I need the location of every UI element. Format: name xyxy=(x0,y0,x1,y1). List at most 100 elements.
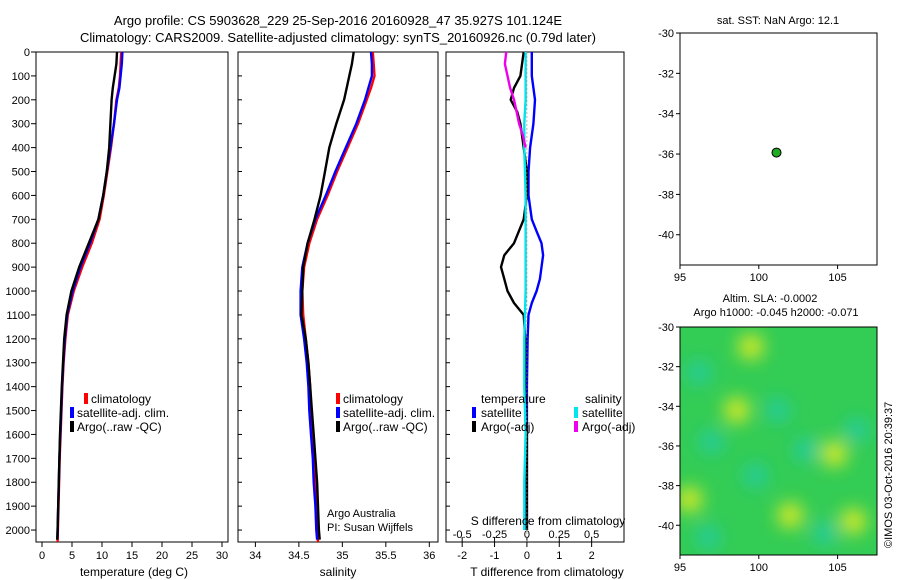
map-y-tick-label: -34 xyxy=(658,401,674,413)
map-x-tick-label: 105 xyxy=(828,272,846,284)
depth-tick-label: 700 xyxy=(12,214,30,226)
legend-label-t-argo: Argo(-adj) xyxy=(481,420,534,434)
legend-label-climatology: climatology xyxy=(91,392,151,406)
depth-tick-label: 1200 xyxy=(6,334,30,346)
depth-tick-label: 600 xyxy=(12,190,30,202)
credit-label: ©IMOS 03-Oct-2016 20:39:37 xyxy=(883,402,895,548)
x-tick-label: 15 xyxy=(126,550,138,562)
depth-tick-label: 1900 xyxy=(6,501,30,513)
sla-low-spot xyxy=(700,430,723,453)
agency-label: Argo Australia xyxy=(327,508,396,520)
depth-tick-label: 1000 xyxy=(6,286,30,298)
legend-swatch-t-argo xyxy=(472,421,476,432)
map-y-tick-label: -30 xyxy=(658,322,674,334)
depth-tick-label: 900 xyxy=(12,262,30,274)
sla-low-spot xyxy=(766,399,789,422)
x-tick-label: 2 xyxy=(589,550,595,562)
x-tick-label: 1 xyxy=(556,550,562,562)
legend-swatch-t-satellite xyxy=(472,407,476,418)
sla-high-spot xyxy=(841,509,866,534)
legend-swatch-argo xyxy=(70,421,74,432)
x-tick-label: 34.5 xyxy=(288,550,309,562)
sla-low-spot xyxy=(744,464,767,487)
x-tick-label: 0 xyxy=(524,550,530,562)
depth-tick-label: 500 xyxy=(12,167,30,179)
series-line-argo-raw-qc- xyxy=(300,52,355,540)
map-y-tick-label: -30 xyxy=(658,28,674,40)
sla-low-spot xyxy=(813,522,836,545)
depth-tick-label: 100 xyxy=(12,71,30,83)
sla-high-spot xyxy=(680,487,702,512)
legend-label-argo: Argo(..raw -QC) xyxy=(77,420,162,434)
map-y-tick-label: -36 xyxy=(658,149,674,161)
sla-map-frame xyxy=(679,326,878,556)
map-x-tick-label: 100 xyxy=(750,272,768,284)
sst-map-title: sat. SST: NaN Argo: 12.1 xyxy=(717,15,839,27)
legend-label-s-argo: Argo(-adj) xyxy=(582,420,635,434)
pi-label: PI: Susan Wijffels xyxy=(327,522,413,534)
map-y-tick-label: -32 xyxy=(658,68,674,80)
map-x-tick-label: 95 xyxy=(674,562,686,574)
temperature-legend: climatology satellite-adj. clim. Argo(..… xyxy=(70,392,169,434)
legend-swatch-s-argo xyxy=(574,421,578,432)
legend-swatch-satellite xyxy=(70,407,74,418)
legend-title-salinity: salinity xyxy=(585,392,622,406)
x-tick-top-label: 0.25 xyxy=(549,529,570,541)
legend-label-t-satellite: satellite xyxy=(481,406,522,420)
depth-tick-label: 400 xyxy=(12,143,30,155)
legend-label-climatology: climatology xyxy=(343,392,403,406)
legend-title-temperature: temperature xyxy=(481,392,546,406)
x-tick-top-label: -0.25 xyxy=(482,529,507,541)
title-line-2: Climatology: CARS2009. Satellite-adjuste… xyxy=(80,30,596,45)
x-tick-label: 35 xyxy=(336,550,348,562)
x-tick-label: 35.5 xyxy=(375,550,396,562)
sla-map-title-1: Altim. SLA: -0.0002 xyxy=(723,293,818,305)
x-tick-label: 10 xyxy=(96,550,108,562)
legend-swatch-climatology xyxy=(336,393,340,404)
depth-tick-label: 1100 xyxy=(6,310,30,322)
x-tick-label: 5 xyxy=(69,550,75,562)
x-tick-label: 36 xyxy=(423,550,435,562)
map-y-tick-label: -40 xyxy=(658,230,674,242)
sla-low-spot xyxy=(795,438,818,461)
series-line-satellite-adj-clim- xyxy=(56,52,124,540)
sst-map-axes xyxy=(679,32,878,266)
legend-label-satellite: satellite-adj. clim. xyxy=(343,406,435,420)
map-x-tick-label: 95 xyxy=(674,272,686,284)
depth-tick-label: 1300 xyxy=(6,358,30,370)
sla-low-spot xyxy=(845,419,868,442)
depth-tick-label: 1700 xyxy=(6,453,30,465)
sla-low-spot xyxy=(697,526,720,549)
salinity-legend: climatology satellite-adj. clim. Argo(..… xyxy=(336,392,435,434)
legend-label-argo: Argo(..raw -QC) xyxy=(343,420,428,434)
legend-swatch-s-satellite xyxy=(574,407,578,418)
sla-low-spot xyxy=(687,361,710,384)
map-y-tick-label: -40 xyxy=(658,520,674,532)
sla-high-spot xyxy=(822,441,847,466)
x-tick-top-label: 0 xyxy=(524,529,530,541)
legend-label-satellite: satellite-adj. clim. xyxy=(77,406,169,420)
temperature-axes xyxy=(35,51,229,543)
x-tick-label: 30 xyxy=(216,550,228,562)
depth-tick-label: 200 xyxy=(12,95,30,107)
map-y-tick-label: -36 xyxy=(658,441,674,453)
depth-tick-label: 0 xyxy=(24,47,30,59)
argo-float-marker xyxy=(771,147,782,158)
x-tick-label: -1 xyxy=(490,550,500,562)
series-line-t-satellite xyxy=(525,52,545,530)
x-tick-label: 34 xyxy=(249,550,261,562)
depth-tick-label: 300 xyxy=(12,119,30,131)
x-tick-label: 25 xyxy=(186,550,198,562)
map-y-tick-label: -38 xyxy=(658,481,674,493)
depth-tick-label: 1400 xyxy=(6,382,30,394)
depth-tick-label: 800 xyxy=(12,238,30,250)
salinity-xlabel: salinity xyxy=(320,565,357,579)
sla-map-title-2: Argo h1000: -0.045 h2000: -0.071 xyxy=(693,307,858,319)
difference-xlabel: T difference from climatology xyxy=(470,565,624,579)
series-line-satellite-adj-clim- xyxy=(299,52,374,540)
sla-high-spot xyxy=(738,334,763,359)
map-x-tick-label: 105 xyxy=(828,562,846,574)
x-tick-label: -2 xyxy=(457,550,467,562)
map-x-tick-label: 100 xyxy=(750,562,768,574)
